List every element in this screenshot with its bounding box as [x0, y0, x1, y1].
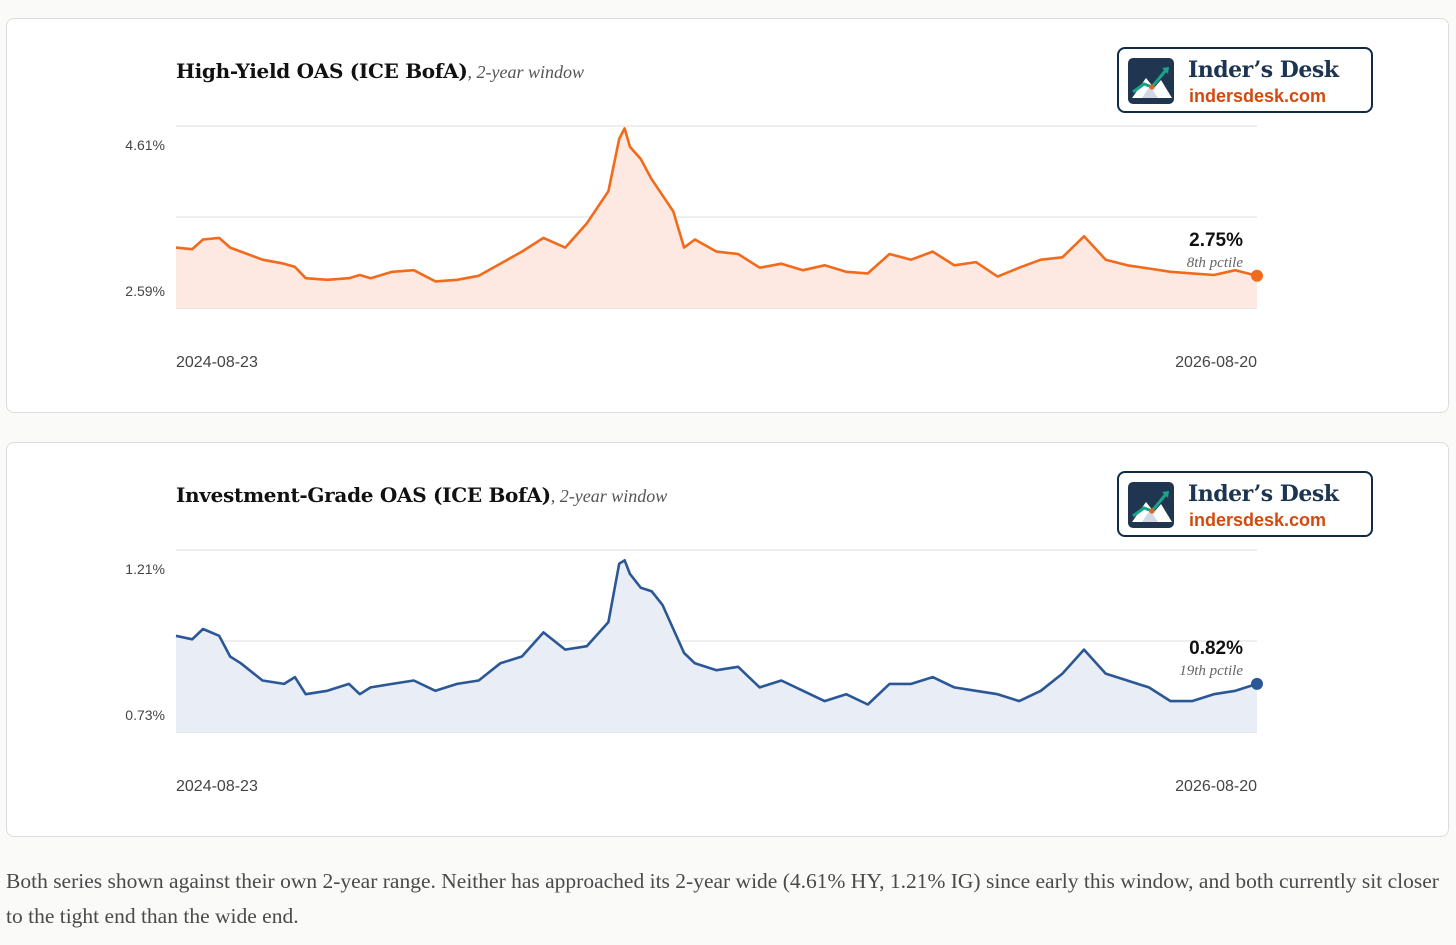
mountain-chart-icon	[1128, 482, 1174, 528]
inders-desk-logo[interactable]: Inder’s Desk indersdesk.com	[1117, 47, 1373, 113]
y-tick-label: 2.59%	[125, 283, 165, 299]
series-line	[175, 559, 1258, 706]
caption-text: Both series shown against their own 2-ye…	[6, 869, 1439, 928]
chart-subtitle: , 2-year window	[550, 486, 668, 506]
end-point-dot	[1251, 269, 1263, 282]
chart-subtitle: , 2-year window	[467, 62, 585, 82]
x-tick-label: 2024-08-23	[176, 354, 258, 371]
x-tick-label: 2026-08-20	[1175, 354, 1257, 371]
series-line	[175, 127, 1258, 283]
chart-title: Investment-Grade OAS (ICE BofA), 2-year …	[176, 483, 667, 507]
y-tick-label: 4.61%	[125, 137, 165, 153]
end-percentile-label: 19th pctile	[1179, 663, 1243, 679]
chart-title: High-Yield OAS (ICE BofA), 2-year window	[176, 59, 584, 83]
end-percentile-label: 8th pctile	[1187, 255, 1244, 271]
end-value-label: 2.75%	[1189, 230, 1243, 251]
inders-desk-logo[interactable]: Inder’s Desk indersdesk.com	[1117, 471, 1373, 537]
mountain-chart-icon	[1128, 58, 1174, 104]
series-area	[176, 128, 1257, 308]
x-tick-label: 2024-08-23	[176, 778, 258, 795]
ig-plot: 1.21% 0.73% 2024-08-23 2026-08-20 0.82% 19th …	[125, 549, 1263, 795]
logo-url[interactable]: indersdesk.com	[1189, 86, 1327, 106]
hy-plot: 4.61% 2.59% 2024-08-23 2026-08-20 2.75% 8th p…	[125, 125, 1263, 371]
end-value-label: 0.82%	[1189, 638, 1243, 659]
x-tick-label: 2026-08-20	[1175, 778, 1257, 795]
logo-name: Inder’s Desk	[1188, 57, 1339, 83]
y-tick-label: 1.21%	[125, 561, 165, 577]
hy-chart-card: High-Yield OAS (ICE BofA), 2-year window…	[6, 18, 1449, 413]
ig-chart-card: Investment-Grade OAS (ICE BofA), 2-year …	[6, 442, 1449, 837]
chart-title-text: High-Yield OAS (ICE BofA)	[176, 59, 468, 83]
logo-name: Inder’s Desk	[1188, 481, 1339, 507]
logo-url[interactable]: indersdesk.com	[1189, 510, 1327, 530]
series-area	[176, 560, 1257, 732]
y-tick-label: 0.73%	[125, 707, 165, 723]
chart-title-text: Investment-Grade OAS (ICE BofA)	[176, 483, 551, 507]
end-point-dot	[1251, 677, 1263, 690]
